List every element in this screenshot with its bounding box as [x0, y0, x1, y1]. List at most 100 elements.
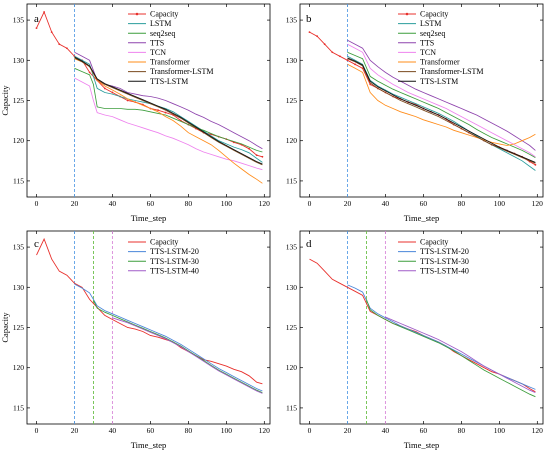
x-tick-label: 60: [420, 426, 428, 435]
data-point: [248, 147, 251, 150]
chart-panel-b: b 0 20 40 60 80 100 120 115 120 125 130 135 Time_step…: [286, 3, 544, 223]
data-point: [50, 31, 53, 34]
series-line-tts-lstm-40: [385, 316, 536, 393]
x-tick-label: 0: [35, 199, 39, 208]
x-tick-label: 80: [458, 426, 466, 435]
legend-label: TTS-LSTM-30: [150, 257, 199, 266]
x-tick-label: 40: [109, 426, 117, 435]
plot-frame: [26, 230, 271, 425]
y-tick-label: 125: [286, 96, 298, 105]
x-tick-label: 120: [532, 426, 544, 435]
series-line-transformer-lstm: [74, 57, 263, 166]
x-tick-label: 120: [532, 199, 544, 208]
series-line-tcn: [347, 43, 536, 158]
data-point: [261, 155, 264, 158]
y-tick-label: 130: [13, 56, 25, 65]
panel-letter: d: [306, 238, 312, 250]
x-tick-label: 0: [308, 426, 312, 435]
y-tick-label: 120: [286, 136, 298, 145]
series-line-seq2seq: [74, 67, 263, 153]
x-tick-label: 100: [221, 199, 233, 208]
chart-panel-a: a 0 20 40 60 80 100 120 115 120 125 130 135 Time_step…: [0, 3, 271, 223]
panel-letter: b: [306, 13, 312, 25]
legend-label: TTS-LSTM-30: [420, 257, 469, 266]
data-point: [35, 27, 38, 30]
legend-label: Transformer: [150, 58, 190, 67]
x-tick-label: 100: [494, 199, 506, 208]
data-point: [88, 71, 91, 74]
series-line-tcn: [74, 77, 263, 171]
series-line-tts-lstm: [74, 56, 263, 165]
y-axis-label: Capacity: [0, 312, 10, 343]
plot-frame: [26, 3, 271, 198]
data-point: [111, 91, 114, 94]
series-line-tts-lstm-20: [74, 283, 263, 392]
legend-label: Capacity: [420, 10, 448, 19]
data-point: [164, 111, 167, 114]
legend: CapacityLSTMseq2seqTTSTCNTransformerTran…: [398, 10, 484, 86]
y-tick-label: 130: [13, 283, 25, 292]
data-point: [43, 11, 45, 13]
series-line-lstm: [74, 55, 263, 163]
y-tick-label: 120: [286, 363, 298, 372]
x-tick-label: 20: [71, 199, 79, 208]
data-point: [331, 51, 334, 54]
legend-label: TTS: [150, 38, 164, 47]
series-line-tts-lstm-30: [93, 300, 263, 393]
y-tick-label: 115: [13, 176, 24, 185]
x-tick-label: 20: [344, 199, 352, 208]
y-tick-label: 135: [286, 243, 298, 252]
series-line-transformer: [74, 58, 263, 184]
x-tick-label: 60: [420, 199, 428, 208]
data-point: [354, 63, 356, 66]
series-line-tts-lstm-40: [112, 317, 263, 394]
chart-panel-c: c 0 20 40 60 80 100 120 115 120 125 130 135 Time_step…: [0, 230, 271, 450]
legend-label: TTS-LSTM-40: [150, 266, 199, 275]
y-tick-label: 135: [13, 243, 25, 252]
y-tick-label: 115: [286, 176, 297, 185]
x-tick-label: 0: [308, 199, 312, 208]
x-tick-label: 0: [35, 426, 39, 435]
x-tick-label: 40: [109, 199, 117, 208]
x-tick-label: 80: [185, 199, 193, 208]
x-tick-label: 120: [259, 426, 271, 435]
x-axis-label: Time_step: [404, 440, 440, 450]
series-line-tts-lstm-30: [366, 299, 536, 398]
data-point: [58, 43, 61, 46]
series-line-seq2seq: [347, 51, 536, 158]
data-point: [534, 163, 537, 166]
legend-label: Transformer-LSTM: [150, 67, 214, 76]
legend-label: LSTM: [150, 19, 171, 28]
legend-label: Transformer: [420, 58, 460, 67]
legend-label: TTS-LSTM: [150, 77, 188, 86]
legend-label: TTS-LSTM-20: [420, 247, 469, 256]
legend-label: TCN: [420, 48, 436, 57]
x-axis-label: Time_step: [131, 213, 167, 223]
x-tick-label: 20: [71, 426, 79, 435]
x-tick-label: 100: [494, 426, 506, 435]
data-point: [157, 109, 159, 112]
data-point: [323, 43, 326, 46]
legend-label: Capacity: [150, 238, 178, 247]
y-tick-label: 115: [286, 403, 297, 412]
y-tick-label: 120: [13, 136, 25, 145]
x-tick-label: 80: [458, 199, 466, 208]
y-tick-label: 125: [13, 96, 25, 105]
x-tick-label: 80: [185, 426, 193, 435]
x-axis-label: Time_step: [404, 213, 440, 223]
legend-label: TTS: [420, 38, 434, 47]
plot-frame: [299, 230, 544, 425]
legend: CapacityTTS-LSTM-20TTS-LSTM-30TTS-LSTM-4…: [398, 238, 469, 275]
data-point: [126, 99, 129, 102]
y-tick-label: 135: [286, 16, 298, 25]
legend-marker: [405, 12, 409, 16]
series-line-tts-lstm: [347, 57, 536, 163]
x-tick-label: 120: [259, 199, 271, 208]
y-tick-label: 135: [13, 16, 25, 25]
x-tick-label: 100: [221, 426, 233, 435]
series-line-capacity: [36, 237, 263, 385]
legend-label: TTS-LSTM-40: [420, 266, 469, 275]
series-line-transformer-lstm: [347, 58, 536, 164]
